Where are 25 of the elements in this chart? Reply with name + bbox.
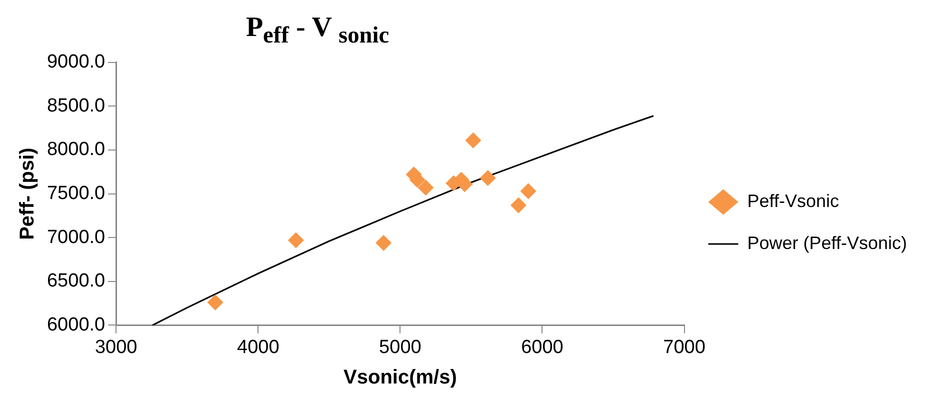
point [288, 232, 304, 248]
point [480, 170, 496, 186]
x-axis-title: Vsonic(m/s) [344, 366, 457, 389]
x-tick-label: 5000 [379, 336, 422, 358]
y-tick-label: 6000.0 [46, 314, 106, 336]
y-tick-label: 7000.0 [46, 226, 106, 248]
y-tick-label: 8000.0 [46, 139, 106, 160]
y-axis-title: Peff- (psi) [16, 148, 39, 240]
legend-label: Peff-Vsonic [747, 190, 839, 211]
x-tick-label: 6000 [521, 336, 564, 358]
y-tick-label: 7500.0 [46, 183, 106, 204]
y-tick-label: 6500.0 [46, 270, 106, 292]
legend-label: Power (Peff-Vsonic) [747, 232, 908, 253]
x-tick-label: 4000 [237, 336, 280, 358]
point [207, 294, 224, 310]
point [510, 197, 527, 214]
y-tick-label: 9000.0 [46, 52, 106, 73]
point [376, 234, 392, 251]
y-tick-label: 8500.0 [46, 95, 106, 116]
point [418, 180, 434, 196]
x-tick-label: 7000 [663, 336, 706, 358]
x-tick-label: 3000 [94, 336, 138, 358]
chart-title: P$_{eff}$ - V $_{sonic}$ [244, 11, 390, 49]
point [465, 132, 482, 148]
point [520, 183, 536, 200]
